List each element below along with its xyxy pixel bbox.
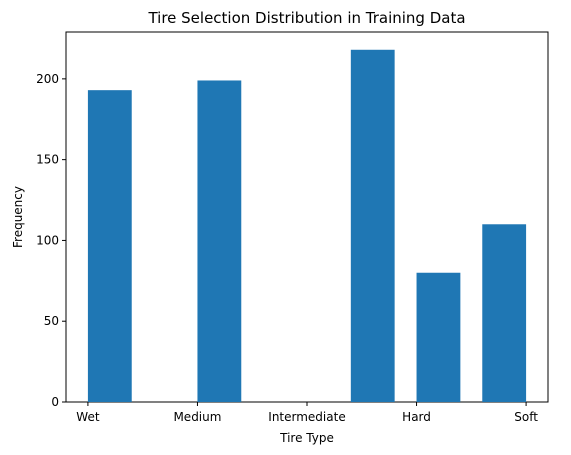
y-tick-label: 100 [36, 233, 59, 247]
bars [87, 49, 527, 403]
y-tick-label: 0 [51, 395, 59, 409]
bar-medium [197, 80, 242, 402]
bar-intermediate [350, 49, 395, 403]
x-axis-label: Tire Type [279, 431, 334, 445]
bar-soft [482, 224, 527, 402]
x-tick-label-soft: Soft [514, 410, 538, 424]
x-axis-ticks: Wet Medium Intermediate Hard Soft [76, 402, 538, 424]
x-tick-label-intermediate: Intermediate [268, 410, 345, 424]
bar-wet [87, 90, 132, 402]
y-tick-label: 50 [44, 314, 59, 328]
y-tick-label: 150 [36, 153, 59, 167]
x-tick-label-wet: Wet [76, 410, 100, 424]
y-axis-label: Frequency [11, 186, 25, 248]
y-axis-ticks: 0 50 100 150 200 [36, 72, 66, 409]
chart-title: Tire Selection Distribution in Training … [147, 9, 465, 27]
y-tick-label: 200 [36, 72, 59, 86]
bar-hard [416, 272, 461, 402]
plot-area-frame [65, 31, 549, 403]
x-tick-label-medium: Medium [173, 410, 221, 424]
x-tick-label-hard: Hard [402, 410, 431, 424]
